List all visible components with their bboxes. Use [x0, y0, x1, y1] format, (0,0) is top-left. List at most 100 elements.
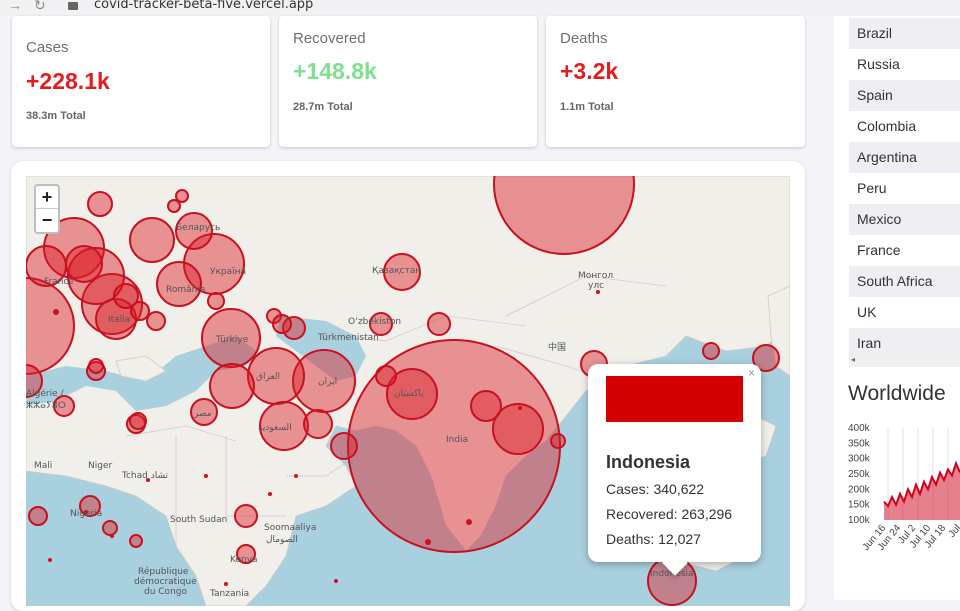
circle-turkey[interactable] [201, 308, 261, 368]
country-list-item[interactable]: Iran [849, 328, 960, 359]
circle-nepal[interactable] [470, 390, 502, 422]
circle-croatia[interactable] [146, 311, 166, 331]
circle-afghanistan[interactable] [375, 365, 397, 387]
label-ukraine: Україна [210, 267, 246, 277]
country-list-item[interactable]: South Africa [849, 266, 960, 297]
popup-country-name: Indonesia [606, 452, 691, 472]
y-tick-label: 200k [848, 484, 871, 495]
label-mali: Mali [34, 461, 52, 471]
country-list-item[interactable]: Mexico [849, 204, 960, 235]
circle-bangladesh[interactable] [492, 403, 544, 455]
recovered-value: +148.8k [293, 58, 377, 84]
country-list-item[interactable]: Colombia [849, 111, 960, 142]
circle-poland[interactable] [175, 212, 213, 250]
country-list-item[interactable]: UK [849, 297, 960, 328]
country-list-item[interactable]: Peru [849, 173, 960, 204]
recovered-card[interactable]: Recovered +148.8k 28.7m Total [279, 16, 537, 147]
label-kenya: Kenya [230, 555, 258, 565]
reload-icon[interactable]: ↻ [34, 0, 46, 13]
indonesia-flag [606, 376, 743, 422]
circle-spain[interactable] [26, 277, 75, 375]
y-tick-label: 400k [848, 423, 871, 434]
circle-pakistan[interactable] [386, 368, 438, 420]
country-list-item[interactable]: Russia [849, 49, 960, 80]
circle-morocco[interactable] [26, 364, 43, 398]
deaths-card[interactable]: Deaths +3.2k 1.1m Total [546, 16, 805, 147]
y-tick-label: 100k [848, 515, 871, 526]
label-tanzania: Tanzania [209, 589, 249, 599]
label-belarus: Беларусь [176, 223, 220, 233]
y-tick-label: 300k [848, 454, 871, 465]
place-labels: France Italia Türkiye Беларусь Україна R… [26, 223, 694, 599]
label-turkiye: Türkiye [215, 335, 249, 345]
label-drc-2: démocratique [134, 576, 197, 587]
circle-finland[interactable] [175, 189, 189, 203]
circle-belgium[interactable] [26, 245, 67, 287]
cases-card[interactable]: Cases +228.1k 38.3m Total [12, 16, 270, 147]
circle-belarus[interactable] [129, 217, 175, 263]
label-iraq: العراق [256, 372, 280, 382]
circle-greece[interactable] [88, 358, 104, 374]
circle-austria[interactable] [113, 283, 139, 309]
circle-senegal[interactable] [28, 506, 48, 526]
address-bar[interactable]: covid-tracker-beta-five.vercel.app [94, 0, 314, 12]
circle-russia[interactable] [493, 176, 635, 255]
zoom-in-button[interactable]: + [36, 186, 58, 209]
label-pakistan: پاکستان [394, 389, 424, 399]
popup-close-button[interactable]: × [747, 366, 755, 380]
circle-moldova[interactable] [207, 292, 225, 310]
circle-sweden[interactable] [87, 191, 113, 217]
label-saudi: السعودية [258, 423, 292, 433]
label-mongolia-2: улс [588, 281, 604, 291]
scroll-left-icon[interactable]: ◂ [851, 355, 856, 364]
circle-ethiopia[interactable] [234, 504, 258, 528]
label-somalia: Soomaaliya [264, 523, 316, 533]
circle-hungary[interactable] [130, 301, 150, 321]
circle-azerbaijan[interactable] [272, 314, 292, 334]
series-line [883, 460, 960, 509]
label-romania: România [166, 285, 205, 295]
circle-oman[interactable] [303, 409, 333, 439]
circle-syria[interactable] [209, 363, 255, 409]
country-list-item[interactable]: Brazil [849, 18, 960, 49]
label-mongolia: Монгол [578, 271, 613, 281]
circle-india[interactable] [347, 339, 561, 553]
circle-saudi[interactable] [259, 401, 309, 451]
circle-france[interactable] [67, 247, 125, 305]
circle-yemen[interactable] [330, 432, 358, 460]
list-scrollbar[interactable]: ◂ [849, 355, 960, 367]
circle-armenia[interactable] [282, 316, 306, 340]
circle-estonia[interactable] [167, 199, 181, 213]
y-tick-label: 350k [848, 438, 871, 449]
circle-chad-north[interactable] [129, 412, 147, 430]
circle-gabon[interactable] [129, 534, 143, 548]
circle-kenya[interactable] [236, 544, 256, 564]
circle-japan[interactable] [752, 344, 780, 372]
label-egypt: مصر [193, 409, 212, 419]
circle-romania[interactable] [156, 261, 202, 307]
circle-tunisia[interactable] [86, 361, 106, 381]
x-tick-label: Jul [947, 523, 960, 540]
circle-myanmar[interactable] [550, 433, 566, 449]
popup-cases: Cases: 340,622 [606, 481, 705, 497]
country-list-item[interactable]: France [849, 235, 960, 266]
circle-egypt[interactable] [190, 398, 218, 426]
country-list-item[interactable]: Argentina [849, 142, 960, 173]
label-algeria: Algérie / [26, 388, 65, 399]
label-france: France [44, 277, 74, 287]
back-arrow-icon[interactable]: → [8, 0, 22, 13]
label-somalia-2: الصومال [266, 535, 298, 545]
country-list-item[interactable]: Spain [849, 80, 960, 111]
zoom-out-button[interactable]: − [41, 210, 53, 230]
cases-title: Cases [26, 39, 69, 56]
circle-cameroon[interactable] [102, 520, 118, 536]
circle-kazakhstan[interactable] [383, 253, 421, 291]
country-popup: × Indonesia Cases: 340,622 Recovered: 26… [588, 364, 761, 576]
recovered-title: Recovered [293, 30, 366, 47]
y-tick-label: 150k [848, 500, 871, 511]
circle-korea[interactable] [702, 342, 720, 360]
circle-turkmenistan[interactable] [369, 312, 393, 336]
circle-uzbekistan[interactable] [427, 312, 451, 336]
label-niger: Niger [88, 461, 112, 471]
circle-algeria[interactable] [53, 395, 75, 417]
